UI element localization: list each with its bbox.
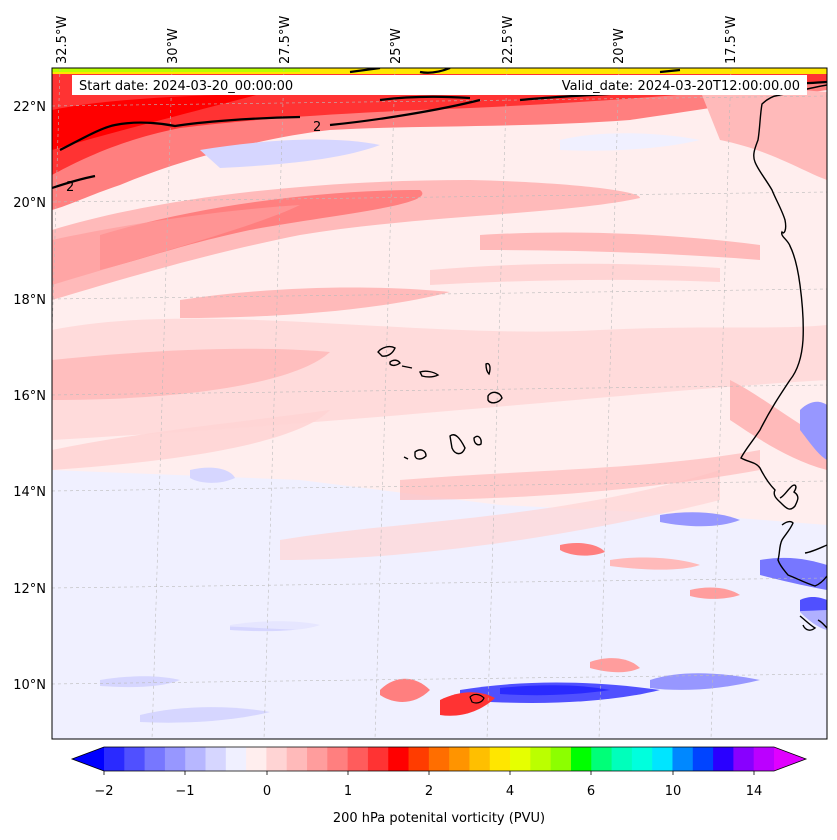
colorbar-swatch bbox=[408, 747, 430, 771]
colorbar-swatch bbox=[510, 747, 531, 771]
colorbar-extend-max bbox=[774, 747, 806, 771]
colorbar-swatch bbox=[631, 747, 653, 771]
colorbar bbox=[70, 746, 808, 775]
longitude-labels: 32.5°W 30°W 27.5°W 25°W 22.5°W 20°W 17.5… bbox=[55, 16, 739, 64]
colorbar-swatch bbox=[164, 747, 186, 771]
colorbar-swatch bbox=[530, 747, 552, 771]
colorbar-swatch bbox=[225, 747, 247, 771]
colorbar-ticks: −2 −1 0 1 2 4 6 10 14 bbox=[94, 784, 762, 799]
lat-label: 18°N bbox=[13, 293, 46, 308]
colorbar-swatch bbox=[367, 747, 389, 771]
colorbar-swatch bbox=[570, 747, 592, 771]
cb-tick-label: 2 bbox=[425, 784, 433, 799]
cb-tick-label: 10 bbox=[665, 784, 682, 799]
colorbar-swatch bbox=[591, 747, 613, 771]
cb-tick-label: −1 bbox=[175, 784, 194, 799]
lat-label: 20°N bbox=[13, 196, 46, 211]
latitude-labels: 22°N 20°N 18°N 16°N 14°N 12°N 10°N bbox=[13, 100, 46, 693]
valid-date: Valid_date: 2024-03-20T12:00:00.00 bbox=[562, 79, 800, 94]
cb-tick-label: 6 bbox=[587, 784, 595, 799]
colorbar-swatch bbox=[449, 747, 471, 771]
lon-label: 22.5°W bbox=[501, 16, 516, 64]
colorbar-swatch bbox=[733, 747, 755, 771]
colorbar-swatch bbox=[550, 747, 572, 771]
colorbar-swatch bbox=[713, 747, 734, 771]
lon-label: 20°W bbox=[612, 28, 627, 64]
colorbar-swatch bbox=[185, 747, 207, 771]
bissagos-islands bbox=[469, 693, 485, 704]
cb-tick-label: −2 bbox=[94, 784, 113, 799]
contour-label: 2 bbox=[313, 120, 321, 135]
pv-field bbox=[52, 68, 827, 739]
lon-label: 17.5°W bbox=[724, 16, 739, 64]
colorbar-swatch bbox=[672, 747, 694, 771]
date-header-box bbox=[72, 75, 807, 95]
colorbar-swatch bbox=[286, 747, 308, 771]
cape-verde-islands bbox=[377, 345, 503, 460]
colorbar-title: 200 hPa potenital vorticity (PVU) bbox=[333, 811, 545, 826]
colorbar-swatch bbox=[753, 747, 775, 771]
cb-tick-label: 4 bbox=[506, 784, 514, 799]
lat-label: 10°N bbox=[13, 678, 46, 693]
lon-label: 27.5°W bbox=[278, 16, 293, 64]
lon-label: 30°W bbox=[166, 28, 181, 64]
coastline bbox=[740, 84, 827, 631]
colorbar-extend-min bbox=[72, 747, 104, 771]
colorbar-swatch bbox=[347, 747, 369, 771]
colorbar-swatch bbox=[307, 747, 328, 771]
colorbar-swatch bbox=[124, 747, 146, 771]
colorbar-swatch bbox=[327, 747, 349, 771]
colorbar-swatch bbox=[428, 747, 450, 771]
lat-label: 14°N bbox=[13, 485, 46, 500]
colorbar-swatch bbox=[489, 747, 511, 771]
colorbar-swatch bbox=[205, 747, 227, 771]
colorbar-swatch bbox=[469, 747, 491, 771]
lat-label: 22°N bbox=[13, 100, 46, 115]
colorbar-swatch bbox=[652, 747, 674, 771]
start-date: Start date: 2024-03-20_00:00:00 bbox=[79, 79, 293, 94]
colorbar-swatch bbox=[104, 747, 125, 771]
cb-tick-label: 1 bbox=[344, 784, 352, 799]
cb-tick-label: 14 bbox=[746, 784, 763, 799]
colorbar-swatch bbox=[246, 747, 268, 771]
lon-label: 25°W bbox=[389, 28, 404, 64]
lon-label: 32.5°W bbox=[55, 16, 70, 64]
colorbar-swatch bbox=[692, 747, 714, 771]
cb-tick-label: 0 bbox=[263, 784, 271, 799]
lat-label: 12°N bbox=[13, 582, 46, 597]
map-frame bbox=[51, 67, 828, 740]
colorbar-swatch bbox=[388, 747, 410, 771]
colorbar-swatch bbox=[266, 747, 288, 771]
colorbar-swatch bbox=[611, 747, 633, 771]
colorbar-swatch bbox=[144, 747, 166, 771]
lat-label: 16°N bbox=[13, 389, 46, 404]
contour-label: 2 bbox=[66, 180, 74, 195]
